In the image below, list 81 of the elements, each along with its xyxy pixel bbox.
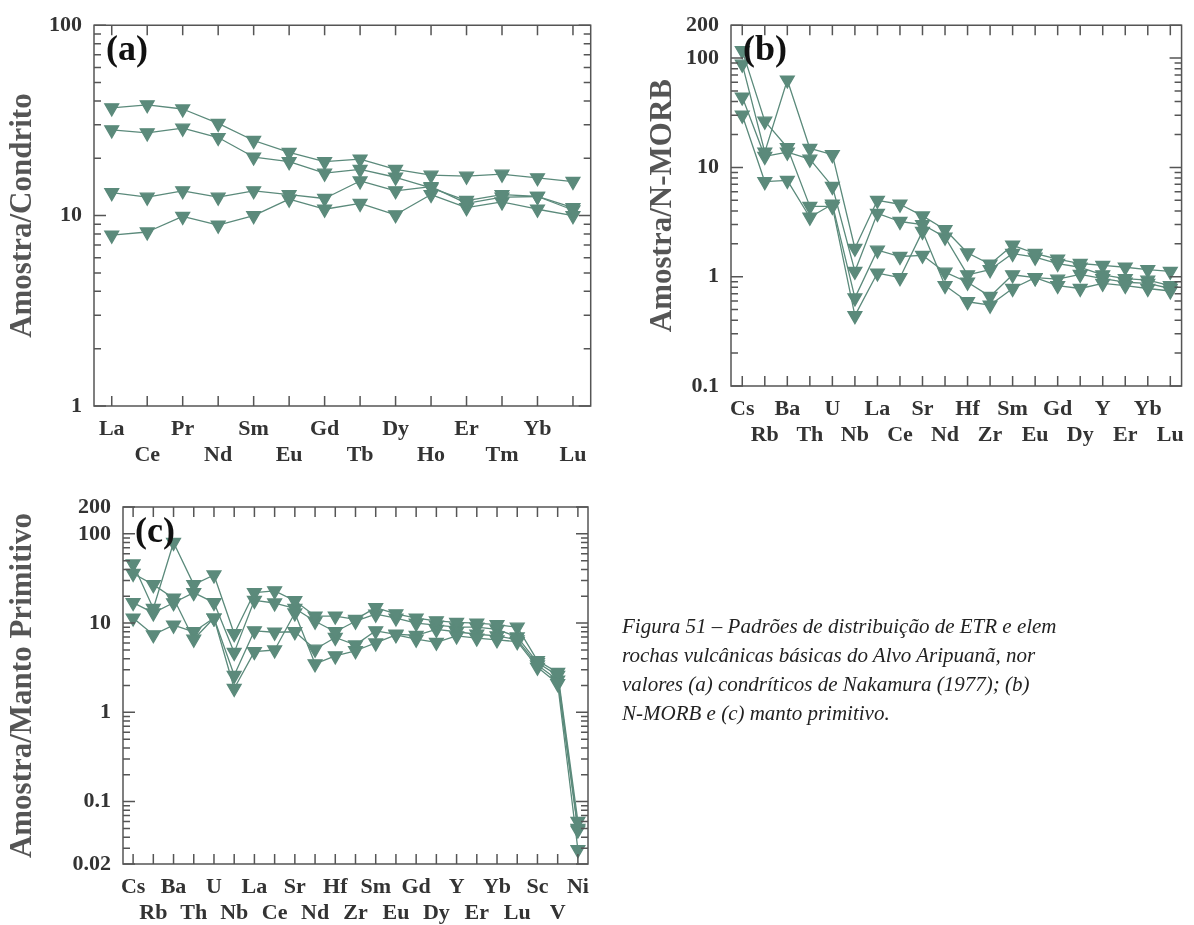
annotation: (a) (106, 28, 148, 69)
x-tick-label: Sc (526, 872, 549, 898)
x-tick-label: Zr (977, 421, 1003, 447)
x-tick-label: U (206, 872, 223, 898)
x-tick-label: Sm (997, 394, 1028, 420)
x-tick-label: Nd (930, 421, 960, 447)
x-tick-label: Tb (346, 441, 374, 467)
x-tick-label: La (864, 394, 891, 420)
x-tick-label: Ni (566, 872, 589, 898)
x-tick-label: Ba (774, 394, 801, 420)
x-tick-label: Rb (139, 899, 168, 925)
x-tick-label: Ba (160, 872, 187, 898)
y-tick-label: 100 (686, 43, 719, 69)
y-axis-title: Amostra/N-MORB (642, 79, 678, 333)
x-tick-label: Hf (955, 394, 981, 420)
x-tick-label: V (549, 899, 566, 925)
text: Figura 51 – Padrões de distribuição de ETR e elem (622, 613, 1058, 640)
x-tick-label: Yb (1133, 394, 1162, 420)
annotation: (b) (743, 28, 787, 69)
x-tick-label: Th (796, 421, 824, 447)
x-tick-label: Nb (220, 899, 249, 925)
x-tick-label: Ce (887, 421, 914, 447)
y-tick-label: 200 (686, 10, 719, 36)
y-tick-label: 10 (60, 201, 82, 227)
x-tick-label: La (98, 414, 125, 440)
x-tick-label: Nb (840, 421, 869, 447)
x-tick-label: Lu (559, 441, 587, 467)
x-tick-label: Y (1094, 394, 1111, 420)
y-tick-label: 100 (78, 519, 111, 545)
x-tick-label: U (824, 394, 841, 420)
y-axis-title: Amostra/Condrito (2, 93, 38, 338)
y-axis-title: Amostra/Manto Primitivo (2, 512, 38, 859)
x-tick-label: Dy (1066, 421, 1094, 447)
text: rochas vulcânicas básicas do Alvo Aripuanã, nor (622, 642, 1037, 669)
x-tick-label: Hf (323, 872, 349, 898)
x-tick-label: Pr (171, 414, 195, 440)
x-tick-label: Dy (382, 414, 410, 440)
x-tick-label: Ho (416, 441, 446, 467)
x-tick-label: Lu (1156, 421, 1184, 447)
text: N-MORB e (c) manto primitivo. (622, 700, 891, 727)
x-tick-label: Sm (360, 872, 391, 898)
x-tick-label: Sr (283, 872, 307, 898)
x-tick-label: Eu (382, 899, 410, 925)
x-tick-label: Dy (422, 899, 450, 925)
y-tick-label: 200 (78, 492, 111, 518)
x-tick-label: Gd (1042, 394, 1073, 420)
x-tick-label: Yb (523, 414, 552, 440)
x-tick-label: Rb (750, 421, 779, 447)
x-tick-label: Gd (401, 872, 431, 898)
x-tick-label: Ce (134, 441, 161, 467)
y-tick-label: 0.1 (691, 371, 719, 397)
annotation: (c) (135, 510, 175, 551)
x-tick-label: Cs (120, 872, 146, 898)
x-tick-label: Zr (343, 899, 368, 925)
x-tick-label: Sr (911, 394, 934, 420)
y-tick-label: 10 (697, 153, 719, 179)
x-tick-label: Y (448, 872, 465, 898)
x-tick-label: Er (464, 899, 490, 925)
x-tick-label: Eu (1021, 421, 1049, 447)
x-tick-label: Sm (238, 414, 269, 440)
y-tick-label: 10 (89, 608, 111, 634)
y-tick-label: 1 (708, 262, 719, 288)
x-tick-label: Er (454, 414, 479, 440)
x-tick-label: Gd (309, 414, 340, 440)
x-tick-label: Er (1113, 421, 1138, 447)
x-tick-label: Ce (261, 899, 288, 925)
x-tick-label: Th (180, 899, 208, 925)
y-tick-label: 0.1 (83, 787, 111, 813)
x-tick-label: La (241, 872, 268, 898)
x-tick-label: Yb (482, 872, 512, 898)
x-tick-label: Tm (485, 441, 519, 467)
x-tick-label: Eu (275, 441, 303, 467)
y-tick-label: 100 (49, 10, 82, 36)
y-tick-label: 1 (100, 698, 111, 724)
x-tick-label: Nd (301, 899, 330, 925)
x-tick-label: Cs (730, 394, 755, 420)
x-tick-label: Lu (503, 899, 531, 925)
y-tick-label: 1 (71, 391, 82, 417)
text: valores (a) condríticos de Nakamura (1977); (b) (622, 671, 1031, 698)
x-tick-label: Nd (204, 441, 233, 467)
y-tick-label: 0.02 (72, 849, 111, 875)
